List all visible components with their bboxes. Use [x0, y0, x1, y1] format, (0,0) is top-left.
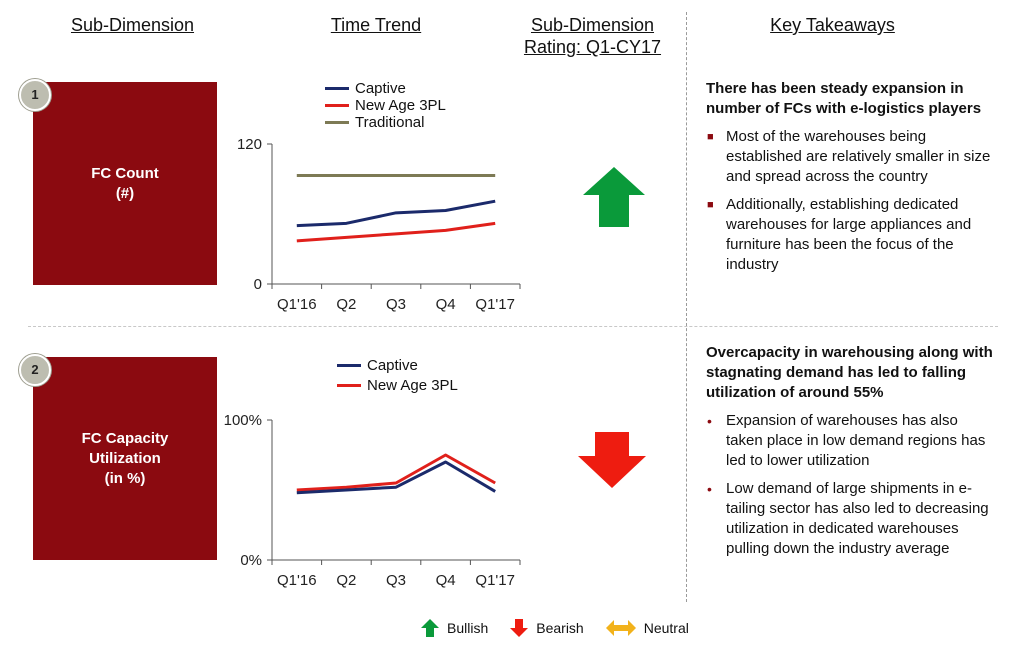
takeaway-block: Overcapacity in warehousing along with s… [706, 343, 996, 567]
takeaway-bullet: • Expansion of warehouses has also taken … [706, 411, 996, 471]
x-tick-label: Q4 [436, 572, 456, 589]
header-time-trend: Time Trend [330, 15, 422, 35]
x-tick-label: Q3 [386, 296, 406, 313]
legend-swatch [325, 121, 349, 124]
takeaway-heading: There has been steady expansion in numbe… [706, 80, 982, 117]
header-sub-dimension: Sub-Dimension [70, 15, 195, 35]
bullet-text: Low demand of large shipments in e-taili… [726, 480, 989, 557]
row-divider [28, 326, 998, 327]
x-tick-label: Q3 [386, 572, 406, 589]
y-tick-label: 0 [254, 276, 262, 293]
box-label: Utilization [89, 449, 161, 467]
rating-legend: Bullish Bearish Neutral [421, 619, 711, 637]
legend-item: Traditional [325, 114, 446, 131]
fc-count-line-chart: 120 0 Q1'16 Q2 Q3 Q4 Q1'17 [237, 136, 521, 313]
legend-label: Neutral [643, 620, 689, 636]
bullish-arrow-icon [583, 167, 645, 227]
series-line-captive [296, 460, 496, 495]
takeaway-block: There has been steady expansion in numbe… [706, 79, 996, 283]
box-label: FC Capacity [81, 429, 169, 447]
x-tick-label: Q4 [436, 296, 456, 313]
legend-label: New Age 3PL [355, 97, 446, 114]
fc-utilization-line-chart: 100% 0% Q1'16 Q2 Q3 Q4 Q1'17 [224, 412, 521, 589]
legend-item: New Age 3PL [337, 375, 458, 395]
chart-legend: Captive New Age 3PL [337, 355, 458, 395]
x-tick-label: Q1'16 [277, 296, 317, 313]
legend-label: New Age 3PL [367, 376, 458, 394]
bullet-dot-icon: • [707, 481, 712, 497]
bullet-text: Expansion of warehouses has also taken p… [726, 412, 986, 469]
legend-label: Traditional [355, 114, 425, 131]
legend-label: Bearish [536, 620, 584, 636]
legend-label: Captive [355, 80, 406, 97]
y-tick-label: 120 [237, 136, 262, 153]
takeaway-heading: Overcapacity in warehousing along with s… [706, 344, 993, 401]
bearish-arrow-icon [510, 619, 529, 637]
sub-dimension-box-fc-utilization: FC Capacity Utilization (in %) [33, 357, 217, 560]
legend-swatch [325, 104, 349, 107]
sub-dimension-box-fc-count: FC Count (#) [33, 82, 217, 285]
legend-swatch [337, 363, 361, 367]
legend-bullish: Bullish [421, 619, 488, 637]
bullet-dot-icon: • [707, 413, 712, 429]
series-line-new-age-3pl [296, 221, 496, 243]
takeaway-bullet: • Low demand of large shipments in e-tail… [706, 479, 996, 559]
section-number-badge: 1 [19, 79, 51, 111]
bullish-arrow-icon [421, 619, 439, 637]
header-rating: Sub-Dimension Rating: Q1-CY17 [523, 15, 662, 57]
bearish-arrow-icon [578, 432, 646, 488]
column-divider [686, 12, 687, 602]
legend-label: Captive [367, 356, 418, 374]
bullet-text: Additionally, establishing dedicated war… [726, 196, 972, 273]
box-label: (in %) [104, 469, 146, 487]
legend-item: Captive [337, 355, 458, 375]
legend-label: Bullish [447, 620, 489, 636]
box-label: FC Count [91, 164, 159, 182]
legend-swatch [337, 383, 361, 387]
box-label: (#) [115, 184, 135, 202]
takeaway-bullet: ■ Additionally, establishing dedicated wa… [706, 195, 996, 275]
bullet-text: Most of the warehouses being established… [726, 128, 991, 185]
takeaway-bullet: ■ Most of the warehouses being establishe… [706, 127, 996, 187]
neutral-arrow-icon [605, 620, 636, 636]
legend-bearish: Bearish [510, 619, 584, 637]
x-tick-label: Q2 [336, 296, 356, 313]
legend-neutral: Neutral [605, 620, 689, 636]
legend-swatch [325, 87, 349, 90]
legend-item: Captive [325, 80, 446, 97]
bullet-square-icon: ■ [707, 199, 714, 211]
x-tick-label: Q1'17 [475, 572, 515, 589]
legend-item: New Age 3PL [325, 97, 446, 114]
header-key-takeaways: Key Takeaways [770, 15, 895, 35]
y-tick-label: 0% [240, 552, 262, 569]
series-line-new-age-3pl [296, 453, 496, 492]
x-tick-label: Q1'16 [277, 572, 317, 589]
series-line-captive [296, 199, 496, 228]
x-tick-label: Q2 [336, 572, 356, 589]
bullet-square-icon: ■ [707, 131, 714, 143]
section-number-badge: 2 [19, 354, 51, 386]
x-tick-label: Q1'17 [475, 296, 515, 313]
chart-legend: Captive New Age 3PL Traditional [325, 80, 446, 131]
y-tick-label: 100% [224, 412, 262, 429]
